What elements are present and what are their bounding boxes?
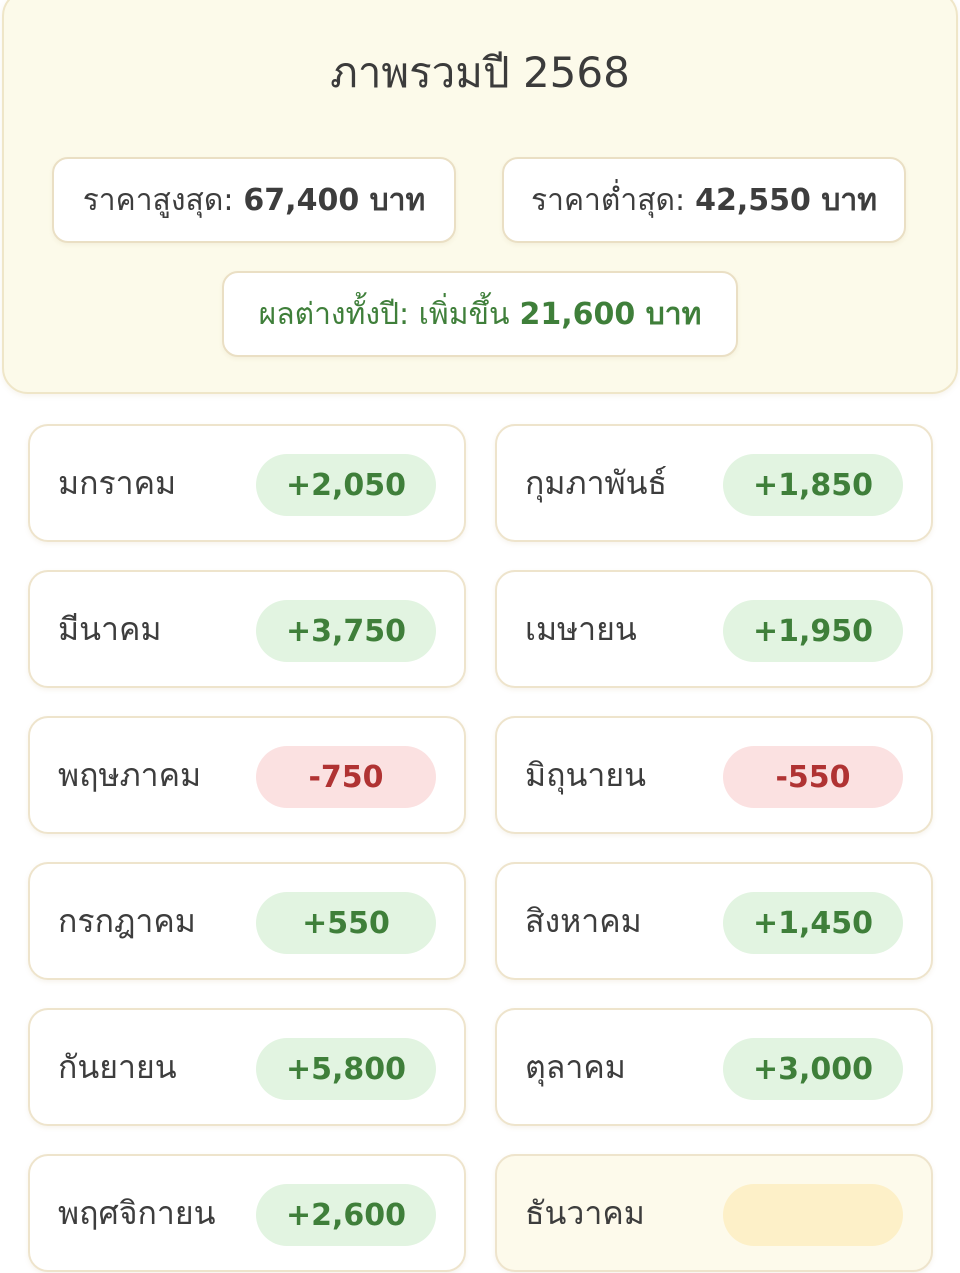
- highest-price-stat: ราคาสูงสุด: 67,400 บาท: [52, 157, 456, 243]
- month-card-apr[interactable]: เมษายน +1,950: [495, 570, 933, 688]
- change-badge: +550: [256, 892, 436, 954]
- lowest-price-stat: ราคาต่ำสุด: 42,550 บาท: [502, 157, 906, 243]
- month-name: ธันวาคม: [525, 1193, 645, 1232]
- change-badge: -550: [723, 746, 903, 808]
- month-card-mar[interactable]: มีนาคม +3,750: [28, 570, 466, 688]
- change-badge: +3,000: [723, 1038, 903, 1100]
- month-name: กันยายน: [58, 1047, 177, 1086]
- month-name: เมษายน: [525, 609, 637, 648]
- month-card-jan[interactable]: มกราคม +2,050: [28, 424, 466, 542]
- change-badge: +2,050: [256, 454, 436, 516]
- month-name: พฤศจิกายน: [58, 1193, 216, 1232]
- change-badge: -750: [256, 746, 436, 808]
- month-name: มิถุนายน: [525, 755, 646, 794]
- lowest-price-label: ราคาต่ำสุด:: [531, 182, 686, 218]
- month-card-dec[interactable]: ธันวาคม: [495, 1154, 933, 1272]
- yearly-difference-label: ผลต่างทั้งปี: เพิ่มขึ้น: [258, 296, 510, 332]
- change-badge: +1,950: [723, 600, 903, 662]
- month-card-may[interactable]: พฤษภาคม -750: [28, 716, 466, 834]
- month-name: กุมภาพันธ์: [525, 463, 668, 502]
- month-card-jul[interactable]: กรกฎาคม +550: [28, 862, 466, 980]
- change-badge: +1,850: [723, 454, 903, 516]
- change-badge: +2,600: [256, 1184, 436, 1246]
- month-card-feb[interactable]: กุมภาพันธ์ +1,850: [495, 424, 933, 542]
- change-badge: +3,750: [256, 600, 436, 662]
- change-badge: +1,450: [723, 892, 903, 954]
- month-card-sep[interactable]: กันยายน +5,800: [28, 1008, 466, 1126]
- summary-title: ภาพรวมปี 2568: [330, 48, 630, 97]
- yearly-difference-value: 21,600 บาท: [519, 296, 702, 332]
- change-badge: +5,800: [256, 1038, 436, 1100]
- month-name: สิงหาคม: [525, 901, 642, 940]
- month-name: มีนาคม: [58, 609, 162, 648]
- yearly-difference-stat: ผลต่างทั้งปี: เพิ่มขึ้น 21,600 บาท: [222, 271, 738, 357]
- month-card-nov[interactable]: พฤศจิกายน +2,600: [28, 1154, 466, 1272]
- month-card-aug[interactable]: สิงหาคม +1,450: [495, 862, 933, 980]
- month-name: ตุลาคม: [525, 1047, 626, 1086]
- month-card-jun[interactable]: มิถุนายน -550: [495, 716, 933, 834]
- month-name: มกราคม: [58, 463, 177, 502]
- month-name: พฤษภาคม: [58, 755, 202, 794]
- change-badge: [723, 1184, 903, 1246]
- lowest-price-value: 42,550 บาท: [695, 182, 877, 218]
- month-name: กรกฎาคม: [58, 901, 196, 940]
- highest-price-label: ราคาสูงสุด:: [82, 182, 234, 218]
- highest-price-value: 67,400 บาท: [243, 182, 426, 218]
- month-card-oct[interactable]: ตุลาคม +3,000: [495, 1008, 933, 1126]
